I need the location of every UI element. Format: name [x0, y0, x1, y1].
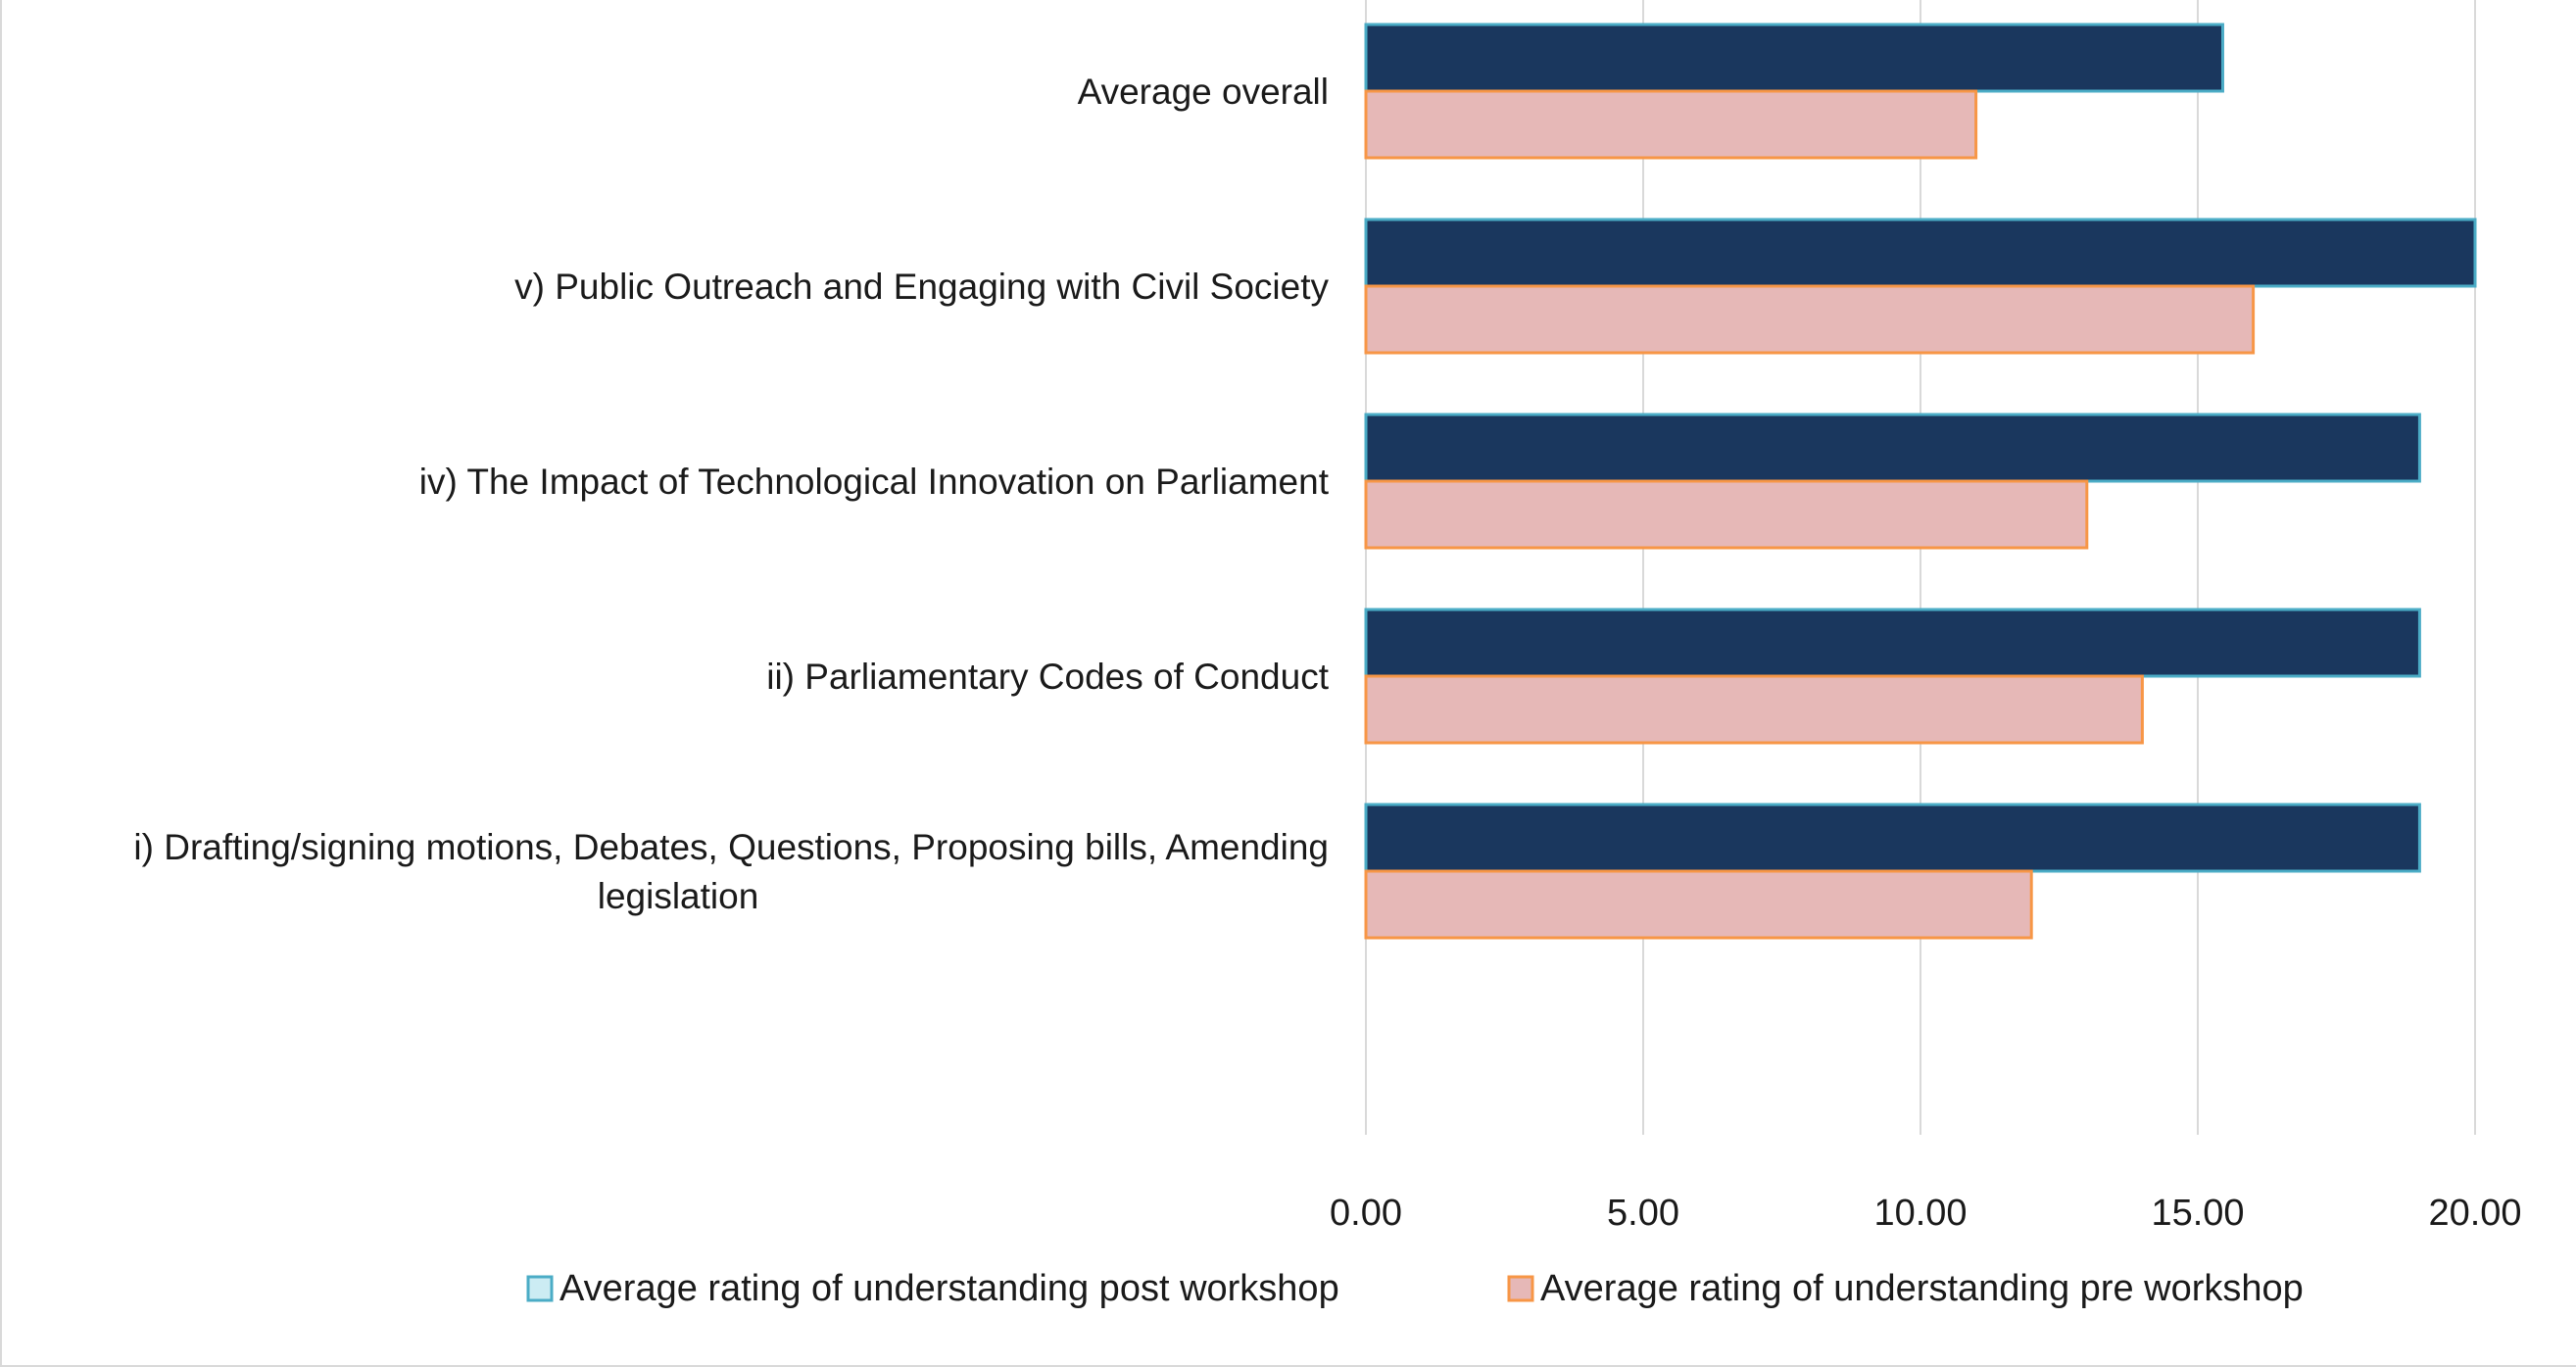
category-label: i) Drafting/signing motions, Debates, Qu…	[133, 827, 1329, 916]
bar-pre-workshop	[1364, 869, 2033, 940]
legend: Average rating of understanding post wor…	[526, 1268, 2304, 1309]
x-tick-label: 10.00	[1873, 1193, 1967, 1234]
x-tick-label: 5.00	[1607, 1193, 1679, 1234]
bar-pre-workshop	[1364, 479, 2089, 550]
category-label-line: iv) The Impact of Technological Innovati…	[419, 462, 1330, 502]
category-label: iv) The Impact of Technological Innovati…	[419, 462, 1330, 502]
legend-label: Average rating of understanding pre work…	[1540, 1268, 2304, 1309]
legend-swatch	[1507, 1275, 1534, 1302]
category-label: ii) Parliamentary Codes of Conduct	[766, 657, 1329, 697]
legend-label: Average rating of understanding post wor…	[559, 1268, 1339, 1309]
category-label-line: legislation	[598, 876, 759, 916]
category-label-line: ii) Parliamentary Codes of Conduct	[766, 657, 1329, 697]
x-tick-label: 0.00	[1330, 1193, 1402, 1234]
bar-post-workshop	[1364, 23, 2224, 93]
bar-post-workshop	[1364, 803, 2421, 873]
category-label: Average overall	[1078, 72, 1329, 112]
category-label-line: Average overall	[1078, 72, 1329, 112]
bars	[1364, 23, 2477, 940]
bar-pre-workshop	[1364, 674, 2144, 745]
bar-post-workshop	[1364, 218, 2477, 288]
legend-swatch	[526, 1275, 554, 1302]
category-label-line: i) Drafting/signing motions, Debates, Qu…	[133, 827, 1329, 867]
bar-post-workshop	[1364, 608, 2421, 678]
bar-pre-workshop	[1364, 89, 1978, 160]
bar-post-workshop	[1364, 413, 2421, 483]
category-label: v) Public Outreach and Engaging with Civ…	[514, 267, 1329, 307]
x-axis-ticks: 0.00 5.00 10.00 15.00 20.00	[1330, 1193, 2522, 1234]
x-tick-label: 20.00	[2428, 1193, 2521, 1234]
category-label-line: v) Public Outreach and Engaging with Civ…	[514, 267, 1329, 307]
category-labels: Average overall v) Public Outreach and En…	[133, 72, 1329, 916]
x-tick-label: 15.00	[2151, 1193, 2244, 1234]
gridlines	[1365, 0, 2476, 1135]
bar-pre-workshop	[1364, 284, 2256, 355]
